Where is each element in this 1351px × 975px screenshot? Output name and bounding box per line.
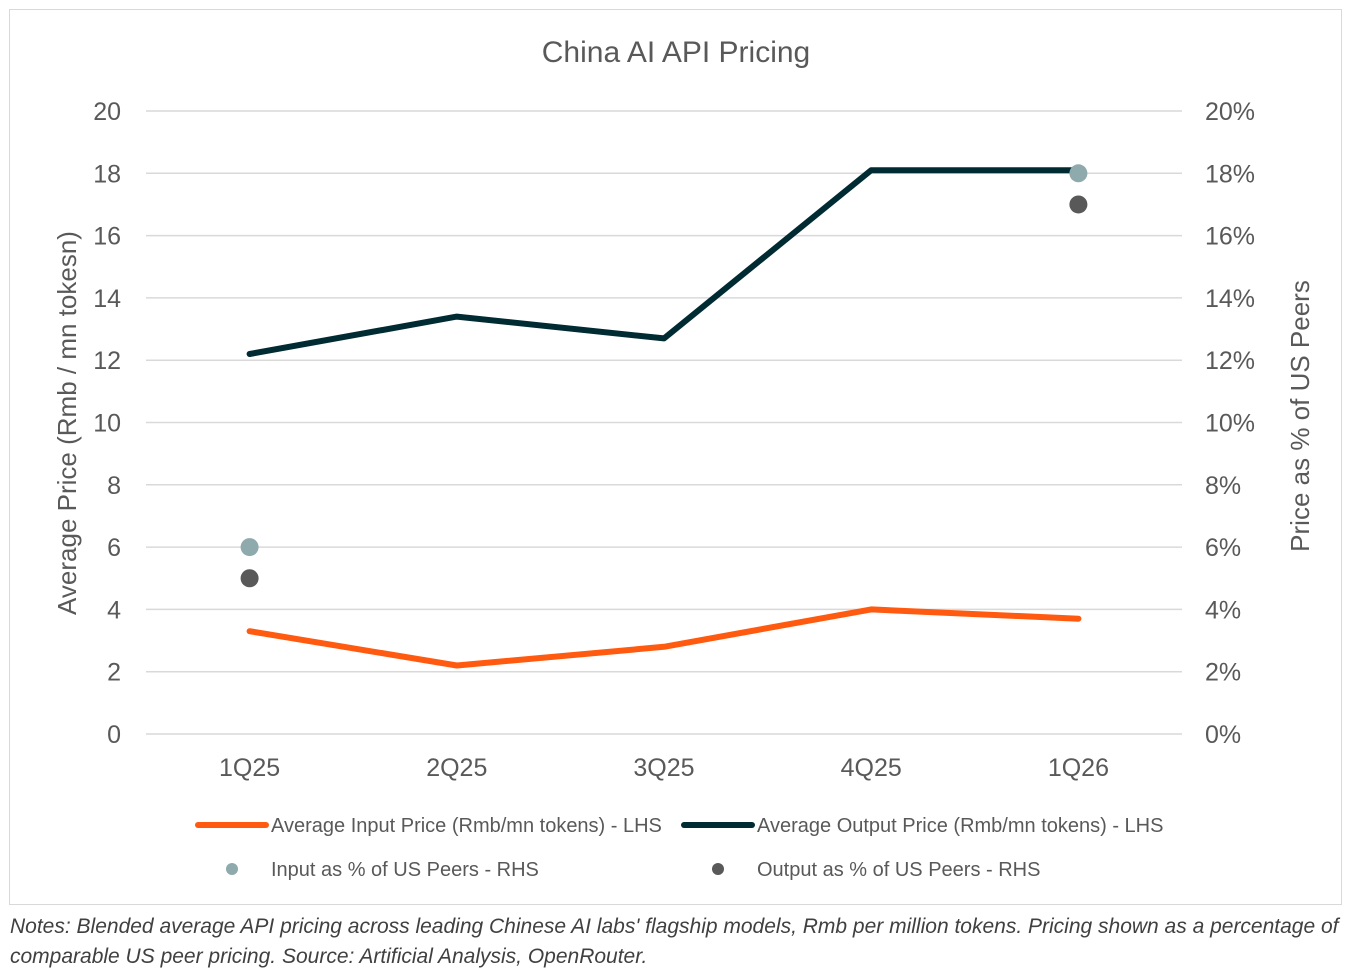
x-tick-label: 1Q25 xyxy=(219,754,280,782)
legend-label: Average Output Price (Rmb/mn tokens) - L… xyxy=(757,815,1163,837)
notes-label: Notes: xyxy=(10,915,71,938)
series-line-2 xyxy=(246,167,1082,357)
x-tick-label: 1Q26 xyxy=(1048,754,1109,782)
y-left-tick-label: 6 xyxy=(107,534,121,562)
left-axis-ticks: 0 2 4 6 8 10 12 14 16 18 20 xyxy=(93,98,121,749)
chart-title: China AI API Pricing xyxy=(542,36,810,69)
y-left-tick-label: 16 xyxy=(93,223,121,251)
x-tick-label: 2Q25 xyxy=(426,754,487,782)
series-point-3 xyxy=(240,538,259,557)
y-right-tick-label: 20% xyxy=(1205,98,1255,126)
y-right-tick-label: 12% xyxy=(1205,347,1255,375)
x-axis-ticks: 1Q25 2Q25 3Q25 4Q25 1Q26 xyxy=(219,754,1109,782)
grid-layer xyxy=(146,110,1182,735)
series-point-4 xyxy=(1069,195,1088,214)
x-tick-label: 4Q25 xyxy=(841,754,902,782)
y-left-tick-label: 10 xyxy=(93,410,121,438)
y-right-tick-label: 0% xyxy=(1205,721,1241,749)
y-right-tick-label: 4% xyxy=(1205,596,1241,624)
legend: Average Input Price (Rmb/mn tokens) - LH… xyxy=(195,815,1163,881)
series-layer xyxy=(240,164,1088,669)
chart-frame xyxy=(9,9,1342,905)
legend-label: Output as % of US Peers - RHS xyxy=(757,859,1040,881)
y-axis-right-label: Price as % of US Peers xyxy=(1285,280,1315,552)
y-right-tick-label: 6% xyxy=(1205,534,1241,562)
chart-notes: Notes: Blended average API pricing acros… xyxy=(10,912,1340,972)
legend-swatch-dot xyxy=(226,863,238,875)
y-left-tick-label: 8 xyxy=(107,472,121,500)
right-axis-ticks: 0% 2% 4% 6% 8% 10% 12% 14% 16% 18% 20% xyxy=(1205,98,1255,749)
y-right-tick-label: 14% xyxy=(1205,285,1255,313)
y-left-tick-label: 20 xyxy=(93,98,121,126)
series-point-4 xyxy=(240,569,259,588)
y-left-tick-label: 2 xyxy=(107,659,121,687)
legend-label: Average Input Price (Rmb/mn tokens) - LH… xyxy=(271,815,662,837)
y-left-tick-label: 12 xyxy=(93,347,121,375)
y-axis-left-label: Average Price (Rmb / mn tokesn) xyxy=(52,231,82,615)
y-right-tick-label: 18% xyxy=(1205,160,1255,188)
chart-svg: China AI API Pricing 0 2 4 6 8 10 12 14 16 18 20 0… xyxy=(52,36,1315,881)
y-right-tick-label: 8% xyxy=(1205,472,1241,500)
y-left-tick-label: 4 xyxy=(107,596,121,624)
y-left-tick-label: 18 xyxy=(93,160,121,188)
series-point-3 xyxy=(1069,164,1088,183)
y-right-tick-label: 2% xyxy=(1205,659,1241,687)
legend-swatch-dot xyxy=(712,863,724,875)
legend-label: Input as % of US Peers - RHS xyxy=(271,859,539,881)
y-left-tick-label: 14 xyxy=(93,285,121,313)
y-right-tick-label: 16% xyxy=(1205,223,1255,251)
series-line-1 xyxy=(246,606,1082,669)
y-left-tick-label: 0 xyxy=(107,721,121,749)
notes-text: Blended average API pricing across leadi… xyxy=(10,915,1339,968)
x-tick-label: 3Q25 xyxy=(633,754,694,782)
y-right-tick-label: 10% xyxy=(1205,410,1255,438)
